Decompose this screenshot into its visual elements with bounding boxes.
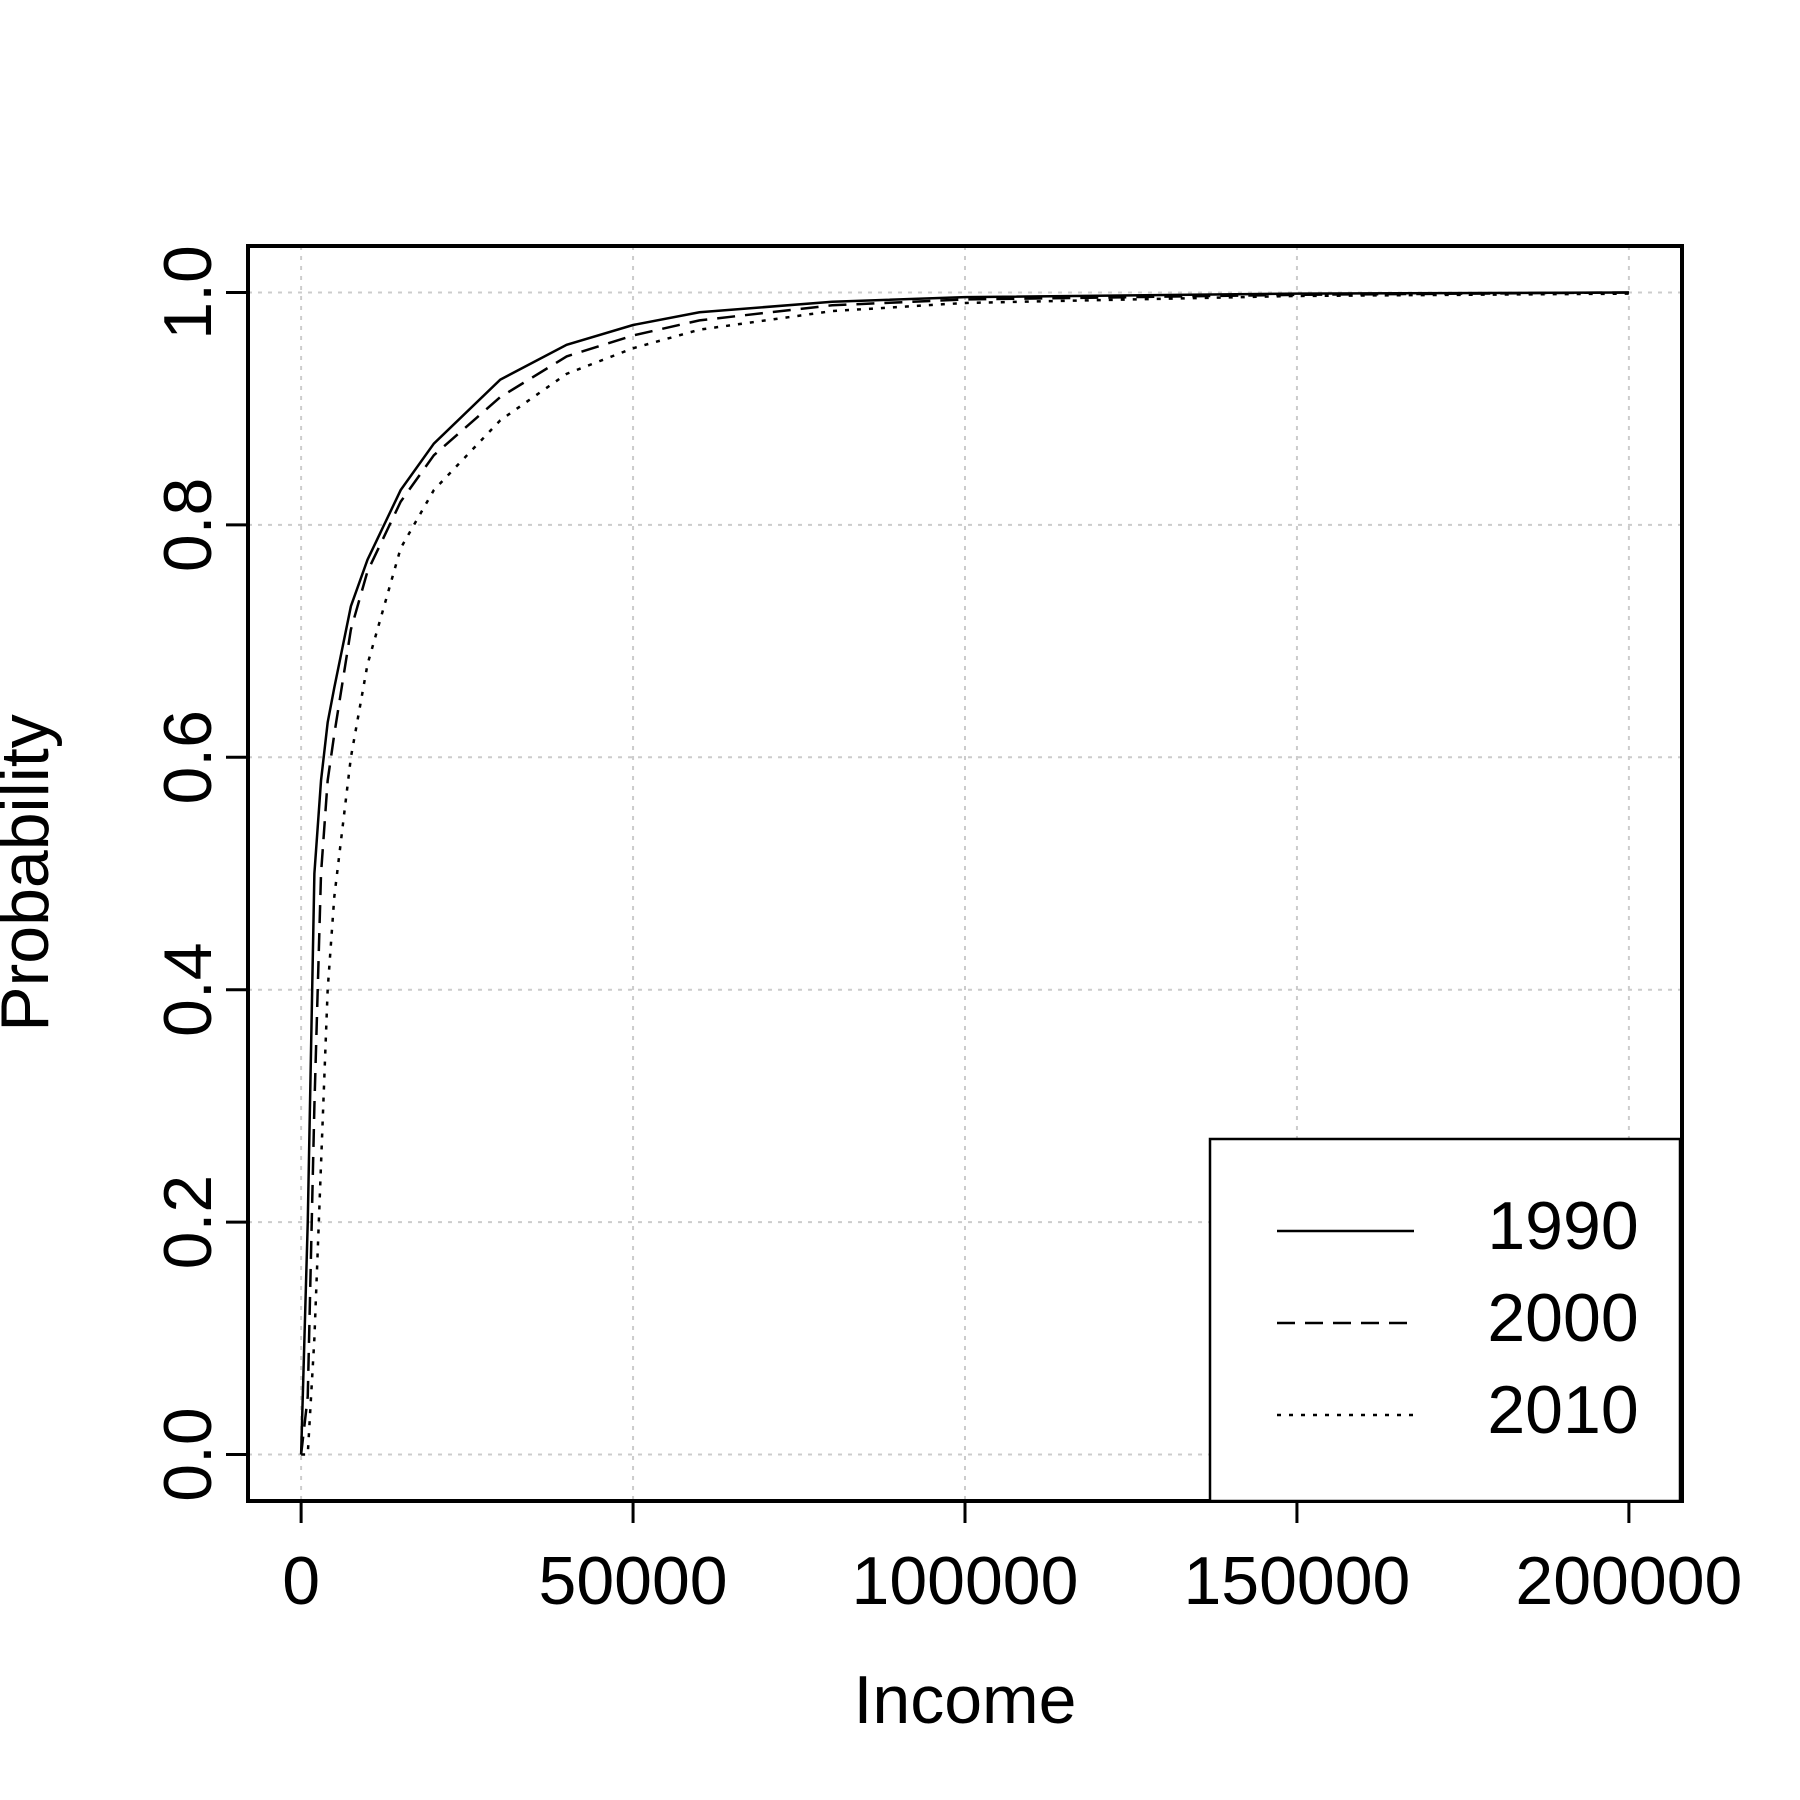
y-tick-label: 0.8 — [150, 478, 226, 573]
legend-label: 2000 — [1487, 1280, 1638, 1356]
plot-frame — [246, 244, 1684, 1503]
y-tick-label: 1.0 — [150, 245, 226, 340]
legend-label: 1990 — [1487, 1188, 1638, 1264]
x-tick-label: 50000 — [539, 1543, 728, 1619]
x-tick-label: 150000 — [1183, 1543, 1410, 1619]
y-axis-label: Probability — [0, 714, 63, 1032]
y-tick-label: 0.6 — [150, 710, 226, 805]
x-tick-label: 0 — [282, 1543, 320, 1619]
y-tick-label: 0.2 — [150, 1175, 226, 1270]
legend-box — [1208, 1137, 1682, 1503]
x-tick-label: 200000 — [1515, 1543, 1742, 1619]
line-series — [299, 291, 1629, 1455]
legend-label: 2010 — [1487, 1372, 1638, 1448]
y-tick-label: 0.0 — [150, 1407, 226, 1502]
x-tick-label: 100000 — [852, 1543, 1079, 1619]
x-axis-label: Income — [854, 1662, 1077, 1738]
line-series — [299, 291, 1629, 1455]
y-tick-label: 0.4 — [150, 942, 226, 1037]
